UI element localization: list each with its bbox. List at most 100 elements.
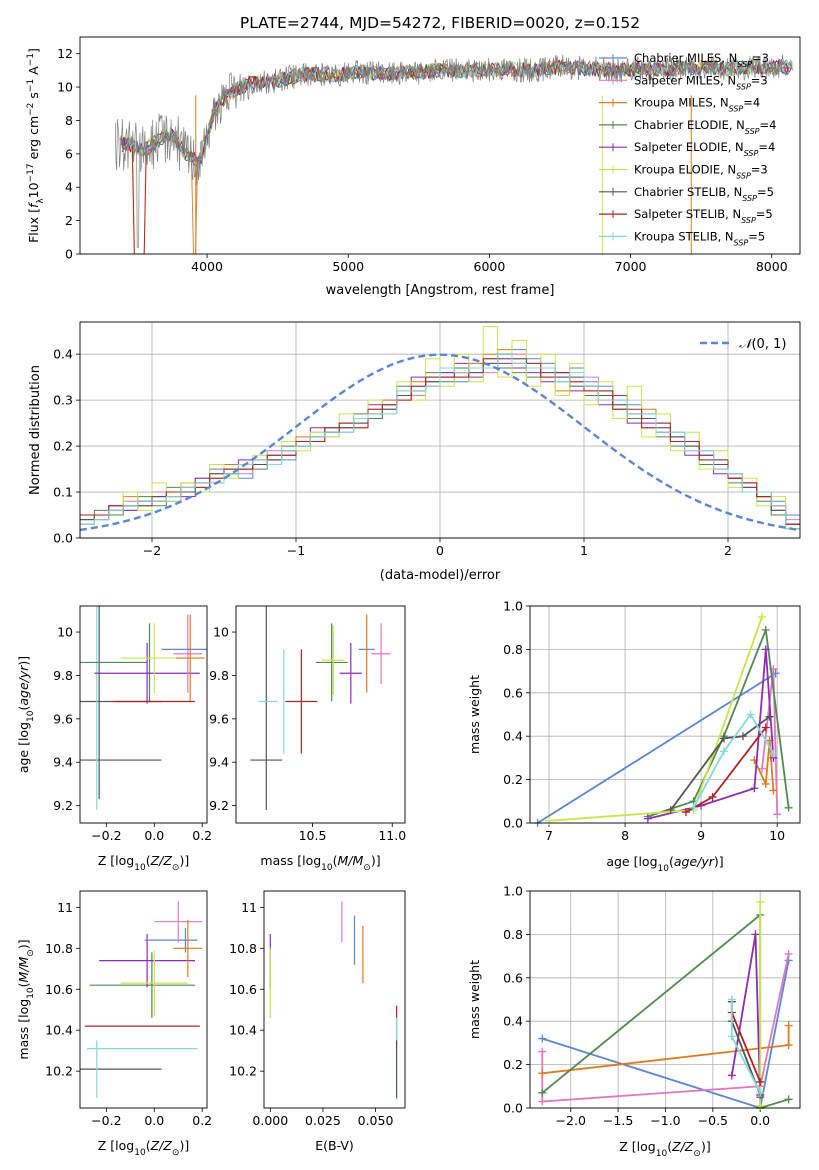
mass_vs_Z-x-label: Z [log10(Z/Z⊙)] [98, 1138, 189, 1158]
massweight_vs_Z-panel: −2.0 −1.5 −1.0 −0.5 0.0 0.0 0.2 0.4 0.6 0.8 1.0 Z [… [467, 884, 801, 1159]
y-tick-label: 8 [65, 113, 73, 128]
y-tick-label: 6 [65, 146, 73, 161]
y-tick-label: 0.0 [503, 816, 523, 831]
normal-curve [80, 353, 800, 532]
spectrum-plot [114, 54, 794, 254]
histogram-series [80, 353, 800, 538]
x-tick-label: 6000 [474, 259, 506, 274]
mass_vs_ebv-x-label: E(B-V) [315, 1138, 354, 1153]
legend-label: Chabrier STELIB, NSSP=5 [634, 185, 774, 203]
x-tick-label: 2 [724, 543, 732, 558]
mass_vs_Z-panel: −0.2 0.0 0.2 10.2 10.4 10.6 10.8 11 Z [log10(Z/Z… [16, 890, 212, 1158]
weight-marker [773, 810, 782, 819]
y-tick-label: 9.2 [209, 798, 229, 813]
x-tick-label: 5000 [332, 259, 364, 274]
data-spectrum [114, 54, 787, 248]
y-tick-label: 0.0 [53, 531, 73, 546]
axes-frame [79, 321, 801, 539]
y-tick-label: 2 [65, 213, 73, 228]
mass_vs_Z-y-label: mass [log10(M/M⊙)] [16, 939, 36, 1059]
x-tick-label: 7 [545, 828, 553, 843]
y-tick-label: 10 [213, 625, 229, 640]
y-tick-label: 0.2 [503, 1057, 523, 1072]
y-tick-label: 0.4 [503, 729, 523, 744]
weight-marker [756, 1077, 765, 1086]
x-tick-label: 0.2 [192, 828, 212, 843]
weight-marker [538, 1069, 547, 1078]
age_vs_mass-panel: 10.5 11.0 9.2 9.4 9.6 9.8 10 mass [log10(M/M⊙)] [209, 605, 406, 873]
spectrum-legend: Chabrier MILES, NSSP=3 Salpeter MILES, NS… [599, 51, 776, 247]
weight-series [537, 672, 777, 824]
age_vs_mass-x-label: mass [log10(M/M⊙)] [260, 853, 380, 873]
y-tick-label: 9.2 [53, 798, 73, 813]
y-tick-label: 9.4 [53, 755, 73, 770]
weight-marker [727, 1032, 736, 1041]
weight-marker [538, 1088, 547, 1097]
weight-marker [756, 1101, 765, 1110]
massweight_vs_age-x-label: age [log10(age/yr)] [606, 854, 723, 874]
y-tick-label: 10.6 [45, 982, 73, 997]
weight-marker [784, 803, 793, 812]
mass_vs_Z-plot [80, 901, 203, 1098]
weight-marker [727, 1071, 736, 1080]
figure-title: PLATE=2744, MJD=54272, FIBERID=0020, z=0… [240, 14, 640, 32]
y-tick-label: 0.8 [503, 927, 523, 942]
axes-frame [79, 890, 208, 1109]
y-tick-label: 0.0 [503, 1101, 523, 1116]
y-tick-label: 10.2 [229, 1064, 257, 1079]
age_vs_Z-x-label: Z [log10(Z/Z⊙)] [98, 853, 189, 873]
y-tick-label: 0.6 [503, 970, 523, 985]
x-tick-label: 0.0 [750, 1113, 770, 1128]
spectrum-x-label: wavelength [Angstrom, rest frame] [326, 283, 555, 298]
legend-label: Kroupa STELIB, NSSP=5 [634, 229, 765, 247]
y-tick-label: 10 [57, 80, 73, 95]
x-tick-label: −1.5 [603, 1113, 633, 1128]
x-tick-label: 11.0 [378, 828, 406, 843]
spectrum-panel: 4000 5000 6000 7000 8000 0 2 4 6 8 10 12 wavelength … [26, 36, 801, 298]
x-tick-label: −0.2 [91, 828, 121, 843]
legend-label: Salpeter STELIB, NSSP=5 [634, 207, 773, 225]
weight-marker [784, 1041, 793, 1050]
weight-marker [538, 1097, 547, 1106]
legend-label: Salpeter MILES, NSSP=3 [634, 73, 768, 91]
weight-series [692, 712, 775, 809]
x-tick-label: 8000 [756, 259, 788, 274]
x-tick-label: 7000 [615, 259, 647, 274]
weight-marker [761, 625, 770, 634]
axes-frame [529, 890, 801, 1109]
weight-marker [761, 723, 770, 732]
x-tick-label: 1 [580, 543, 588, 558]
spectrum-y-label: Flux [fλ10−17 erg cm−2 s−1 A−1] [26, 48, 46, 243]
massweight_vs_age-y-label: mass weight [467, 675, 482, 754]
weight-marker [761, 645, 770, 654]
legend-label: Chabrier ELODIE, NSSP=4 [634, 118, 776, 136]
y-tick-label: 0.8 [503, 642, 523, 657]
y-tick-label: 9.8 [53, 668, 73, 683]
y-tick-label: 0.6 [503, 685, 523, 700]
x-tick-label: −2.0 [556, 1113, 586, 1128]
y-tick-label: 9.4 [209, 755, 229, 770]
y-tick-label: 10.4 [45, 1023, 73, 1038]
y-tick-label: 10.6 [229, 982, 257, 997]
weight-marker [538, 1047, 547, 1056]
x-tick-label: −1 [287, 543, 305, 558]
age_vs_mass-plot [250, 606, 391, 810]
weight-series [730, 1012, 762, 1083]
y-tick-label: 9.6 [209, 711, 229, 726]
y-tick-label: 0.1 [53, 485, 73, 500]
weight-marker [538, 1034, 547, 1043]
x-tick-label: −1.0 [650, 1113, 680, 1128]
y-tick-label: 10 [57, 625, 73, 640]
mass_vs_ebv-panel: 0.000 0.025 0.050 10.2 10.4 10.6 10.8 11 E(B-V) [229, 890, 406, 1153]
x-tick-label: −0.5 [698, 1113, 728, 1128]
age_vs_Z-y-label: age [log10(age/yr)] [16, 656, 36, 773]
x-tick-label: 10.5 [299, 828, 327, 843]
x-tick-label: 0.0 [144, 1113, 164, 1128]
x-tick-label: 0 [436, 543, 444, 558]
weight-marker [784, 1021, 793, 1030]
x-tick-label: 0.2 [192, 1113, 212, 1128]
age_vs_Z-plot [80, 606, 207, 810]
x-tick-label: 10 [769, 828, 785, 843]
y-tick-label: 11 [57, 900, 73, 915]
x-tick-label: 0.050 [358, 1113, 394, 1128]
